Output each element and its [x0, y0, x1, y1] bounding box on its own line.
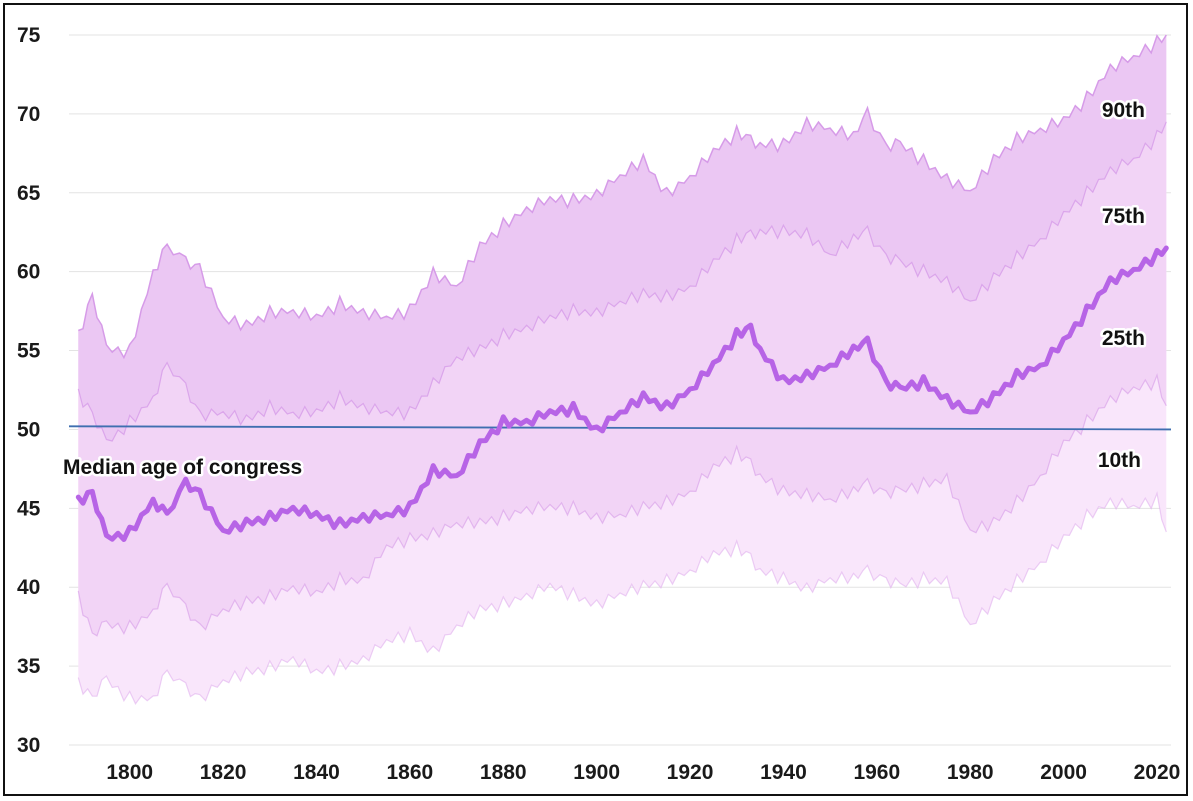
x-tick-label-1940: 1940: [760, 761, 807, 784]
y-tick-label-65: 65: [17, 182, 41, 205]
line-10th: [77, 491, 1167, 705]
label-25th: 25th: [1102, 327, 1145, 350]
y-tick-label-60: 60: [17, 261, 40, 284]
x-tick-label-1920: 1920: [667, 761, 714, 784]
line-90th: [78, 34, 1167, 360]
x-tick-label-1960: 1960: [853, 761, 900, 784]
y-tick-label-30: 30: [17, 734, 40, 757]
label-90th: 90th: [1102, 99, 1145, 122]
y-tick-label-45: 45: [17, 497, 41, 520]
x-tick-label-1980: 1980: [947, 761, 994, 784]
band-75th-90th: [78, 35, 1167, 441]
x-tick-label-2020: 2020: [1134, 761, 1181, 784]
line-median-age: [75, 245, 1169, 542]
y-tick-label-50: 50: [17, 418, 40, 441]
reference-line-layer: [68, 425, 1172, 431]
x-tick-label-1860: 1860: [387, 761, 434, 784]
chart-svg: 30 35 40 45 50 55 60 65 70 75 1800 1820 1840 1860 1880…: [17, 24, 1180, 784]
x-tick-label-1900: 1900: [573, 761, 620, 784]
x-tick-label-1800: 1800: [106, 761, 153, 784]
y-tick-label-70: 70: [17, 103, 40, 126]
x-tick-label-2000: 2000: [1040, 761, 1087, 784]
band-25th-75th: [78, 121, 1167, 636]
band-layer: [77, 34, 1167, 705]
x-tick-label-1880: 1880: [480, 761, 527, 784]
line-75th: [77, 121, 1167, 442]
x-tick-label-1820: 1820: [200, 761, 247, 784]
y-tick-label-55: 55: [17, 340, 41, 363]
label-75th: 75th: [1102, 205, 1145, 228]
y-tick-label-40: 40: [17, 576, 40, 599]
label-10th: 10th: [1098, 449, 1141, 472]
y-tick-label-35: 35: [17, 655, 41, 678]
series-labels: 90th 75th 25th 10th Median age of congre…: [61, 97, 1148, 482]
median-line-layer: [75, 245, 1169, 542]
line-25th: [77, 372, 1167, 637]
y-tick-label-75: 75: [17, 24, 41, 47]
x-tick-label-1840: 1840: [293, 761, 340, 784]
chart-frame: 30 35 40 45 50 55 60 65 70 75 1800 1820 1840 1860 1880…: [3, 3, 1188, 796]
tick-labels: 30 35 40 45 50 55 60 65 70 75 1800 1820 1840 1860 1880…: [17, 24, 1180, 784]
label-median: Median age of congress: [63, 456, 302, 479]
reference-line-50: [68, 425, 1172, 431]
